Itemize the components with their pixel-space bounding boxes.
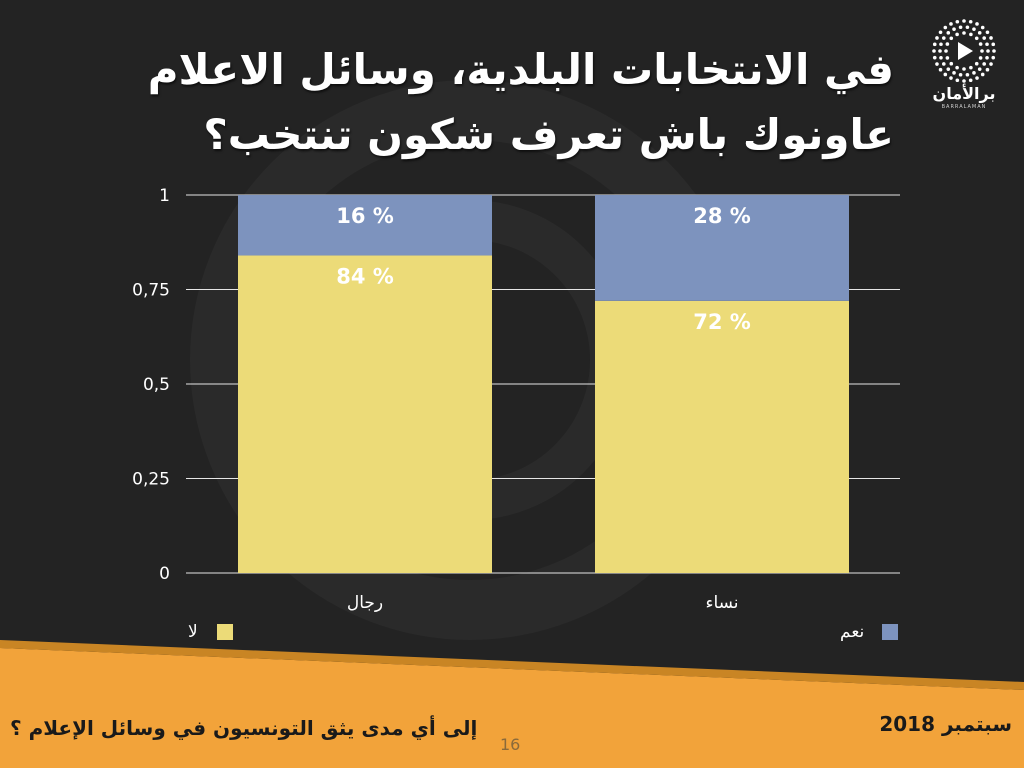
slide-title-line1: في الانتخابات البلدية، وسائل الاعلام (147, 45, 894, 94)
bar-yes-0 (238, 195, 492, 256)
y-tick-label: 0,25 (132, 470, 170, 490)
legend-swatch-yes (881, 624, 898, 640)
slide-title-line2: عاونوك باش تعرف شكون تنتخب؟ (203, 110, 894, 159)
brand-logo: برالأمان BARRALAMAN (928, 18, 1000, 118)
bar-yes-1 (595, 195, 849, 301)
chart-x-ticks: رجال نساء (347, 593, 739, 613)
y-tick-label: 0 (159, 564, 170, 584)
legend-label-yes: نعم (840, 622, 865, 642)
y-tick-label: 0,5 (143, 375, 170, 395)
x-tick-label: رجال (347, 593, 383, 613)
chart-bars: 84 % 16 % 72 % 28 % (238, 195, 849, 574)
legend-label-no: لا (188, 622, 198, 642)
y-tick-label: 0,75 (132, 281, 170, 301)
logo-mark-icon (932, 19, 996, 83)
y-tick-label: 1 (159, 186, 170, 206)
legend-item-yes: نعم (840, 622, 898, 642)
footer-stripe (0, 640, 1024, 690)
footer-date: سبتمبر 2018 (879, 712, 1012, 736)
data-label: 84 % (336, 264, 394, 288)
data-label: 16 % (336, 204, 394, 228)
footer-band (0, 648, 1024, 768)
bar-no-1 (595, 300, 849, 573)
page-number: 16 (500, 735, 521, 754)
x-tick-label: نساء (705, 593, 738, 613)
data-label: 28 % (693, 204, 751, 228)
data-label: 72 % (693, 310, 751, 334)
logo-subtitle: BARRALAMAN (941, 104, 987, 110)
chart-y-ticks: 0 0,25 0,5 0,75 1 (132, 186, 170, 584)
legend-swatch-no (217, 624, 234, 640)
footer-question: إلى أي مدى يثق التونسيون في وسائل الإعلا… (10, 716, 478, 740)
legend-item-no: لا (188, 622, 234, 642)
logo-name: برالأمان (932, 84, 996, 103)
bar-no-0 (238, 255, 492, 574)
